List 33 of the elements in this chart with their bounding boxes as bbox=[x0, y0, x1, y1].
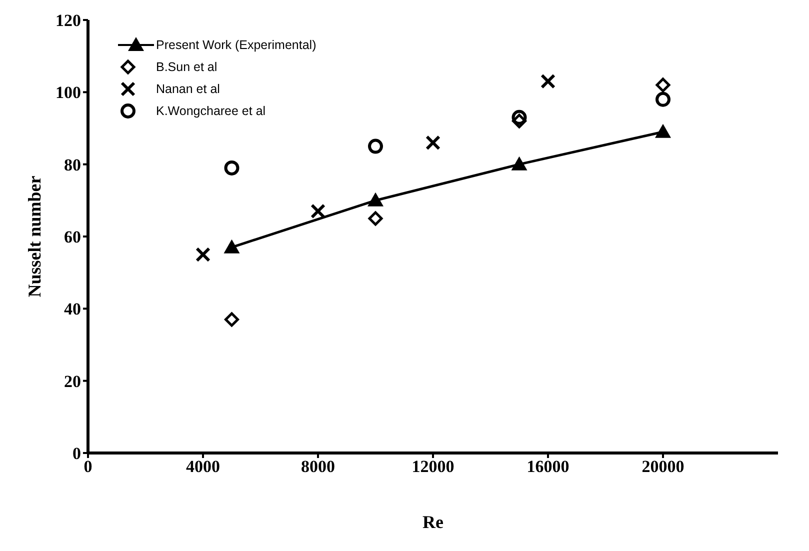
point bbox=[368, 138, 383, 154]
point bbox=[656, 78, 670, 92]
x-axis-title: Re bbox=[422, 512, 444, 532]
point bbox=[224, 239, 240, 254]
legend-label: B.Sun et al bbox=[156, 59, 218, 76]
x-tick-label: 20000 bbox=[642, 457, 684, 476]
point bbox=[511, 156, 528, 170]
point bbox=[310, 204, 326, 219]
y-tick-label: 0 bbox=[72, 444, 81, 464]
legend-label: Nanan et al bbox=[156, 81, 220, 98]
y-tick-label: 60 bbox=[64, 228, 81, 247]
y-tick-label: 80 bbox=[64, 155, 81, 174]
y-tick-label: 100 bbox=[56, 83, 81, 102]
point bbox=[656, 92, 670, 107]
point bbox=[368, 211, 383, 226]
point bbox=[512, 110, 527, 125]
x-tick-label: 8000 bbox=[301, 457, 335, 476]
point bbox=[224, 160, 240, 176]
point bbox=[540, 74, 556, 89]
point bbox=[224, 312, 239, 327]
y-tick-label: 20 bbox=[64, 372, 81, 391]
x-tick-label: 16000 bbox=[526, 457, 570, 476]
y-tick-label: 40 bbox=[64, 300, 81, 319]
y-axis-title: Nusselt number bbox=[24, 176, 44, 298]
point bbox=[196, 247, 210, 262]
point bbox=[368, 192, 384, 206]
x-tick-label: 4000 bbox=[186, 457, 220, 476]
point bbox=[655, 124, 671, 138]
legend-label: K.Wongcharee et al bbox=[156, 103, 266, 120]
x-tick-label: 12000 bbox=[412, 457, 454, 476]
y-tick-label: 120 bbox=[56, 11, 81, 30]
point bbox=[426, 135, 440, 150]
legend-label: Present Work (Experimental) bbox=[156, 37, 316, 54]
